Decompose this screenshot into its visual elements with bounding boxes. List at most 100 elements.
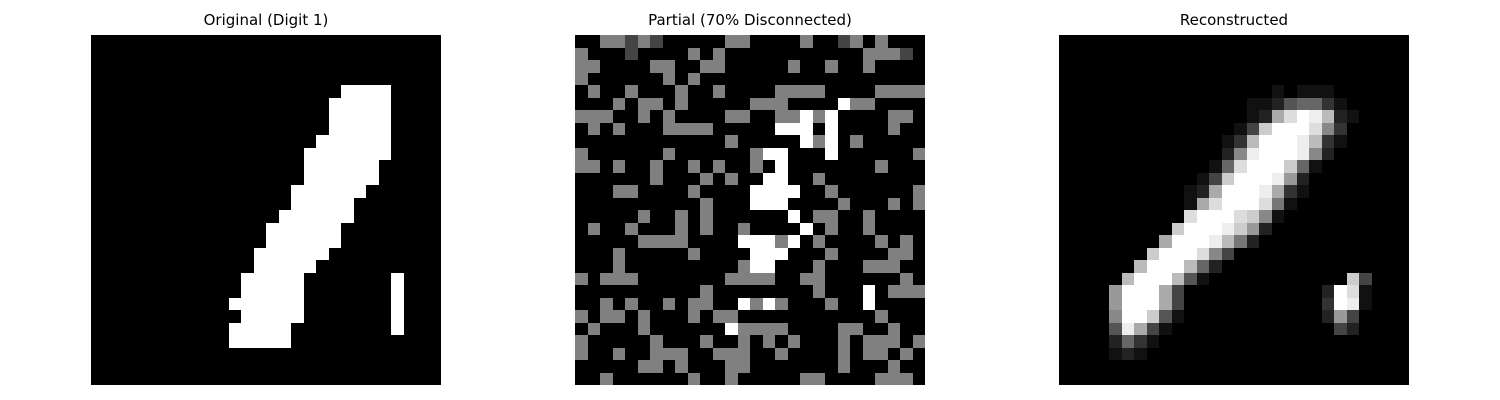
- pixel: [737, 285, 750, 298]
- pixel: [316, 110, 329, 123]
- pixel: [341, 185, 354, 198]
- pixel: [291, 210, 304, 223]
- pixel: [1184, 172, 1197, 185]
- pixel: [625, 110, 638, 123]
- pixel: [428, 260, 441, 273]
- pixel: [303, 322, 316, 335]
- pixel: [428, 372, 441, 385]
- pixel: [428, 222, 441, 235]
- pixel: [675, 372, 688, 385]
- pixel: [378, 147, 391, 160]
- pixel: [587, 110, 600, 123]
- pixel: [241, 285, 254, 298]
- pixel: [166, 97, 179, 110]
- pixel: [1384, 272, 1397, 285]
- pixel: [687, 322, 700, 335]
- pixel: [1396, 335, 1409, 348]
- pixel: [403, 160, 416, 173]
- pixel: [266, 135, 279, 148]
- pixel: [316, 135, 329, 148]
- pixel: [800, 322, 813, 335]
- pixel: [1084, 147, 1097, 160]
- pixel: [166, 285, 179, 298]
- pixel: [1359, 135, 1372, 148]
- pixel: [750, 272, 763, 285]
- pixel: [875, 360, 888, 373]
- pixel: [787, 322, 800, 335]
- pixel: [800, 297, 813, 310]
- pixel: [762, 60, 775, 73]
- pixel: [1246, 35, 1259, 48]
- pixel: [1109, 347, 1122, 360]
- pixel: [341, 197, 354, 210]
- pixel: [116, 147, 129, 160]
- pixel: [637, 110, 650, 123]
- pixel: [875, 172, 888, 185]
- pixel: [650, 122, 663, 135]
- pixel: [166, 335, 179, 348]
- pixel: [787, 135, 800, 148]
- pixel: [700, 122, 713, 135]
- pixel: [203, 72, 216, 85]
- pixel: [787, 247, 800, 260]
- pixel: [1071, 110, 1084, 123]
- pixel: [128, 97, 141, 110]
- pixel: [675, 322, 688, 335]
- pixel: [775, 285, 788, 298]
- pixel: [725, 335, 738, 348]
- pixel: [837, 210, 850, 223]
- pixel: [153, 272, 166, 285]
- pixel: [1334, 185, 1347, 198]
- pixel: [900, 185, 913, 198]
- pixel: [1321, 160, 1334, 173]
- pixel: [850, 335, 863, 348]
- pixel: [353, 197, 366, 210]
- pixel: [1071, 72, 1084, 85]
- pixel: [253, 197, 266, 210]
- pixel: [1396, 35, 1409, 48]
- pixel: [1234, 235, 1247, 248]
- pixel: [241, 160, 254, 173]
- pixel: [737, 110, 750, 123]
- pixel: [1221, 135, 1234, 148]
- pixel: [787, 260, 800, 273]
- panel-title-original: Original (Digit 1): [203, 11, 329, 29]
- pixel: [116, 35, 129, 48]
- pixel: [1084, 97, 1097, 110]
- pixel: [800, 272, 813, 285]
- pixel: [316, 122, 329, 135]
- pixel: [216, 72, 229, 85]
- pixel: [600, 172, 613, 185]
- pixel: [725, 35, 738, 48]
- pixel: [850, 147, 863, 160]
- pixel: [625, 285, 638, 298]
- pixel: [228, 185, 241, 198]
- pixel: [600, 47, 613, 60]
- pixel: [1159, 210, 1172, 223]
- pixel: [712, 272, 725, 285]
- pixel: [600, 135, 613, 148]
- pixel: [366, 110, 379, 123]
- pixel: [812, 247, 825, 260]
- pixel: [241, 47, 254, 60]
- pixel: [1284, 72, 1297, 85]
- pixel: [1159, 297, 1172, 310]
- pixel: [875, 147, 888, 160]
- pixel: [662, 72, 675, 85]
- pixel: [241, 172, 254, 185]
- pixel: [1321, 60, 1334, 73]
- pixel: [700, 197, 713, 210]
- pixel: [887, 110, 900, 123]
- pixel: [687, 172, 700, 185]
- pixel: [800, 260, 813, 273]
- pixel: [887, 185, 900, 198]
- pixel: [1071, 210, 1084, 223]
- pixel: [600, 272, 613, 285]
- pixel: [775, 185, 788, 198]
- pixel: [900, 372, 913, 385]
- pixel: [166, 60, 179, 73]
- pixel: [153, 47, 166, 60]
- pixel: [291, 260, 304, 273]
- pixel: [1296, 122, 1309, 135]
- pixel: [403, 35, 416, 48]
